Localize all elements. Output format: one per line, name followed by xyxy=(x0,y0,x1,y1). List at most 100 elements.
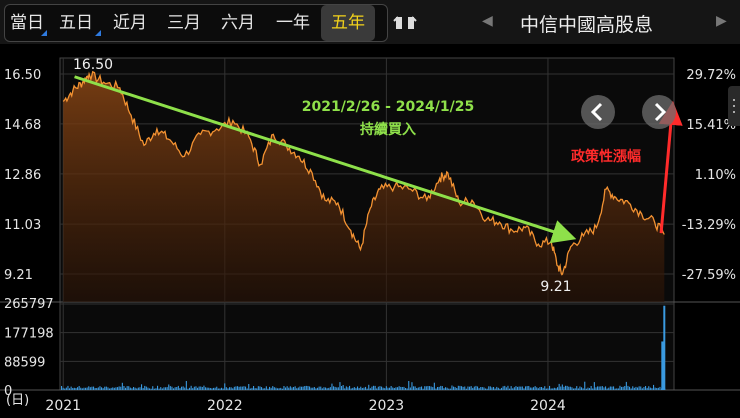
volume-bar xyxy=(265,386,267,390)
price-volume-chart: 16.50 29.72% 14.68 15.41% 12.86 1.10% 11.03 -13… xyxy=(0,44,740,418)
volume-bar xyxy=(355,387,357,390)
range-button-5[interactable]: 一年 xyxy=(276,13,310,33)
volume-bar xyxy=(261,387,263,390)
volume-bar xyxy=(505,387,507,390)
volume-bar xyxy=(417,387,419,390)
volume-bar xyxy=(297,387,299,390)
axes: 16.50 29.72% 14.68 15.41% 12.86 1.10% 11.03 -13… xyxy=(4,68,736,414)
volume-bar xyxy=(470,386,472,390)
pct-tick-label: 1.10% xyxy=(695,168,736,183)
volume-bar xyxy=(533,387,535,390)
volume-bar xyxy=(94,388,96,390)
volume-bar xyxy=(238,386,240,390)
volume-bar xyxy=(120,386,122,390)
volume-bar xyxy=(197,387,199,390)
volume-bar xyxy=(313,387,315,390)
volume-bar xyxy=(566,385,568,390)
volume-bar xyxy=(560,386,562,390)
volume-bar xyxy=(158,388,160,390)
volume-bar xyxy=(246,388,248,390)
volume-bar xyxy=(568,386,570,390)
toolbar: 當日 五日 近月 三月 六月 一年 五年 ◀ 中信中國高股息 ▶ xyxy=(0,0,740,44)
volume-bar xyxy=(467,386,469,390)
volume-bar xyxy=(385,386,387,390)
volume-bar xyxy=(307,386,309,390)
volume-bars xyxy=(61,305,666,390)
volume-bar xyxy=(448,388,450,390)
volume-bar xyxy=(608,387,610,390)
volume-bar xyxy=(237,386,239,390)
volume-bar xyxy=(488,386,490,390)
volume-bar xyxy=(85,387,87,390)
price-area-fill xyxy=(63,71,665,302)
volume-bar xyxy=(350,388,352,390)
chevron-left-icon[interactable]: ◀ xyxy=(482,13,493,29)
volume-bar xyxy=(646,387,648,390)
volume-bar xyxy=(118,386,120,390)
volume-bar xyxy=(478,388,480,390)
volume-bar xyxy=(433,382,435,390)
compare-icon[interactable] xyxy=(390,12,420,34)
range-button-3[interactable]: 三月 xyxy=(167,13,201,33)
volume-bar xyxy=(286,386,288,390)
volume-bar xyxy=(398,386,400,390)
volume-bar xyxy=(203,385,205,390)
range-button-4[interactable]: 六月 xyxy=(221,13,255,33)
price-area xyxy=(62,70,665,302)
volume-bar xyxy=(558,383,560,390)
volume-bar xyxy=(161,388,163,390)
volume-bar xyxy=(184,387,186,390)
volume-bar xyxy=(171,386,173,390)
volume-bar xyxy=(115,387,117,390)
price-tick-label: 11.03 xyxy=(4,218,41,233)
volume-bar xyxy=(174,387,176,390)
volume-bar xyxy=(421,386,423,390)
volume-bar xyxy=(581,387,583,390)
volume-bar xyxy=(449,388,451,390)
side-panel-handle[interactable] xyxy=(728,86,740,126)
volume-bar xyxy=(213,387,215,390)
volume-bar xyxy=(392,387,394,390)
chevron-right-icon[interactable]: ▶ xyxy=(716,13,727,29)
volume-bar xyxy=(382,387,384,390)
volume-bar xyxy=(641,388,643,390)
volume-bar xyxy=(251,387,253,390)
volume-bar xyxy=(177,385,179,390)
min-price-label: 9.21 xyxy=(540,279,571,295)
volume-bar xyxy=(232,388,234,390)
volume-bar xyxy=(336,387,338,390)
volume-bar xyxy=(454,387,456,390)
volume-bar xyxy=(80,387,82,390)
x-tick-label: 2024 xyxy=(530,398,566,414)
volume-bar xyxy=(390,386,392,390)
volume-bar xyxy=(661,341,665,390)
range-button-2[interactable]: 近月 xyxy=(113,13,147,33)
trend-range-label: 2021/2/26 - 2024/1/25 xyxy=(302,99,474,115)
range-button-0[interactable]: 當日 xyxy=(5,5,49,41)
next-period-button[interactable] xyxy=(642,95,676,129)
volume-bar xyxy=(549,385,551,390)
volume-bar xyxy=(206,387,208,390)
volume-bar xyxy=(253,386,255,390)
volume-bar xyxy=(296,388,298,390)
volume-bar xyxy=(491,387,493,390)
volume-bar xyxy=(176,387,178,390)
volume-bar xyxy=(221,387,223,390)
volume-bar xyxy=(102,388,104,390)
volume-bar xyxy=(640,386,642,390)
volume-bar xyxy=(65,387,67,390)
volume-bar xyxy=(635,386,637,390)
prev-period-button[interactable] xyxy=(581,95,615,129)
range-button-1[interactable]: 五日 xyxy=(49,5,103,41)
volume-bar xyxy=(293,387,295,390)
volume-bar xyxy=(614,388,616,390)
volume-bar xyxy=(369,388,371,390)
volume-bar xyxy=(214,387,216,390)
volume-bar xyxy=(219,388,221,390)
volume-bar xyxy=(302,386,304,390)
volume-unit-label: (日) xyxy=(6,393,29,408)
volume-bar xyxy=(77,387,79,390)
range-button-6[interactable]: 五年 xyxy=(321,5,375,41)
volume-bar xyxy=(334,386,336,390)
